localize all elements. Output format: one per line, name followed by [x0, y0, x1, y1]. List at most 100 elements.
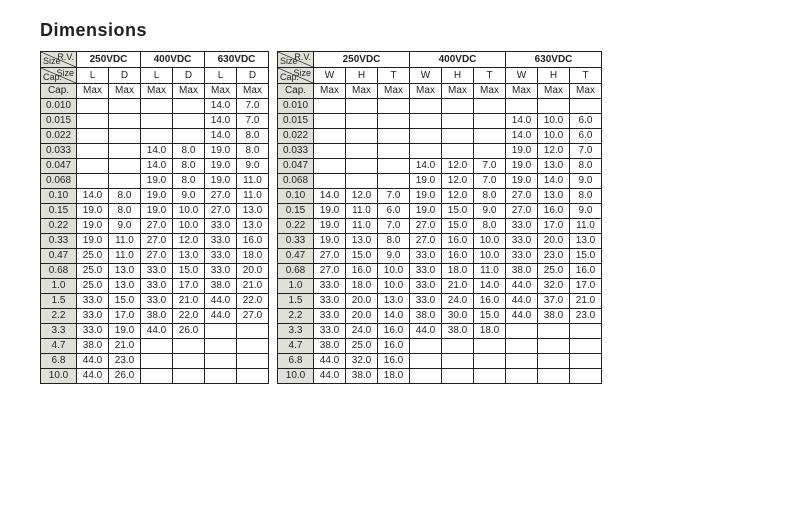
data-cell: 14.0: [506, 114, 538, 129]
data-cell: 8.0: [173, 174, 205, 189]
table-row: 0.01514.010.06.0: [278, 114, 602, 129]
data-cell: 26.0: [109, 369, 141, 384]
data-cell: [538, 354, 570, 369]
table-row: 0.1014.08.019.09.027.011.0: [41, 189, 269, 204]
data-cell: 27.0: [141, 249, 173, 264]
data-cell: 33.0: [205, 249, 237, 264]
data-cell: [570, 339, 602, 354]
table-row: 0.010: [278, 99, 602, 114]
table-row: 0.03319.012.07.0: [278, 144, 602, 159]
data-cell: 19.0: [205, 174, 237, 189]
data-cell: 19.0: [141, 189, 173, 204]
dimensions-tables: R.V.Size 250VDC400VDC630VDC SizeCap. LDL…: [40, 51, 756, 384]
size-sub-header: H: [346, 68, 378, 84]
data-cell: 10.0: [378, 264, 410, 279]
data-cell: 10.0: [173, 219, 205, 234]
table-row: 3.333.024.016.044.038.018.0: [278, 324, 602, 339]
data-cell: 27.0: [314, 249, 346, 264]
data-cell: 33.0: [205, 234, 237, 249]
cap-value: 0.047: [278, 159, 314, 174]
data-cell: 19.0: [506, 144, 538, 159]
data-cell: 19.0: [506, 159, 538, 174]
data-cell: [237, 354, 269, 369]
data-cell: 10.0: [378, 279, 410, 294]
voltage-header: 400VDC: [141, 52, 205, 68]
data-cell: [314, 174, 346, 189]
cap-value: 2.2: [278, 309, 314, 324]
data-cell: [442, 339, 474, 354]
data-cell: [237, 369, 269, 384]
data-cell: 13.0: [237, 204, 269, 219]
data-cell: 20.0: [346, 294, 378, 309]
cap-value: 1.0: [41, 279, 77, 294]
data-cell: 19.0: [77, 219, 109, 234]
data-cell: 7.0: [378, 219, 410, 234]
data-cell: [538, 369, 570, 384]
cap-value: 0.22: [278, 219, 314, 234]
data-cell: 32.0: [538, 279, 570, 294]
data-cell: 27.0: [237, 309, 269, 324]
table-row: 1.033.018.010.033.021.014.044.032.017.0: [278, 279, 602, 294]
max-header: Max: [570, 84, 602, 99]
data-cell: 33.0: [141, 279, 173, 294]
voltage-header: 250VDC: [77, 52, 141, 68]
data-cell: 27.0: [410, 234, 442, 249]
data-cell: 14.0: [474, 279, 506, 294]
data-cell: 13.0: [346, 234, 378, 249]
cap-header: Cap.: [278, 84, 314, 99]
data-cell: 33.0: [205, 264, 237, 279]
data-cell: 33.0: [506, 234, 538, 249]
table-row: 4.738.021.0: [41, 339, 269, 354]
cap-value: 0.015: [41, 114, 77, 129]
data-cell: 19.0: [314, 234, 346, 249]
cap-value: 0.68: [278, 264, 314, 279]
data-cell: 16.0: [378, 354, 410, 369]
cap-value: 0.068: [41, 174, 77, 189]
table-row: 0.3319.011.027.012.033.016.0: [41, 234, 269, 249]
data-cell: [378, 144, 410, 159]
data-cell: 17.0: [538, 219, 570, 234]
data-cell: 16.0: [237, 234, 269, 249]
data-cell: 11.0: [570, 219, 602, 234]
data-cell: 7.0: [237, 114, 269, 129]
data-cell: [173, 369, 205, 384]
cap-value: 0.15: [278, 204, 314, 219]
data-cell: 38.0: [141, 309, 173, 324]
data-cell: [346, 114, 378, 129]
data-cell: 12.0: [346, 189, 378, 204]
data-cell: 11.0: [346, 219, 378, 234]
data-cell: 23.0: [109, 354, 141, 369]
max-header: Max: [442, 84, 474, 99]
table-row: 0.01014.07.0: [41, 99, 269, 114]
table-row: 0.6827.016.010.033.018.011.038.025.016.0: [278, 264, 602, 279]
size-sub-header: T: [378, 68, 410, 84]
data-cell: 33.0: [410, 279, 442, 294]
data-cell: [77, 159, 109, 174]
data-cell: 14.0: [205, 99, 237, 114]
cap-value: 3.3: [41, 324, 77, 339]
table-row: 0.01514.07.0: [41, 114, 269, 129]
data-cell: 8.0: [237, 144, 269, 159]
data-cell: 7.0: [570, 144, 602, 159]
data-cell: 33.0: [141, 294, 173, 309]
data-cell: 11.0: [109, 234, 141, 249]
data-cell: 9.0: [474, 204, 506, 219]
data-cell: 15.0: [442, 219, 474, 234]
data-cell: 16.0: [442, 234, 474, 249]
data-cell: 22.0: [237, 294, 269, 309]
cap-value: 4.7: [41, 339, 77, 354]
data-cell: 8.0: [474, 189, 506, 204]
data-cell: 16.0: [378, 339, 410, 354]
data-cell: 12.0: [442, 174, 474, 189]
data-cell: 19.0: [109, 324, 141, 339]
data-cell: [314, 144, 346, 159]
data-cell: [410, 369, 442, 384]
data-cell: 44.0: [506, 309, 538, 324]
data-cell: 22.0: [173, 309, 205, 324]
data-cell: [442, 114, 474, 129]
cap-value: 0.010: [41, 99, 77, 114]
data-cell: [77, 99, 109, 114]
cap-value: 0.015: [278, 114, 314, 129]
data-cell: [173, 114, 205, 129]
table-row: 0.04714.08.019.09.0: [41, 159, 269, 174]
